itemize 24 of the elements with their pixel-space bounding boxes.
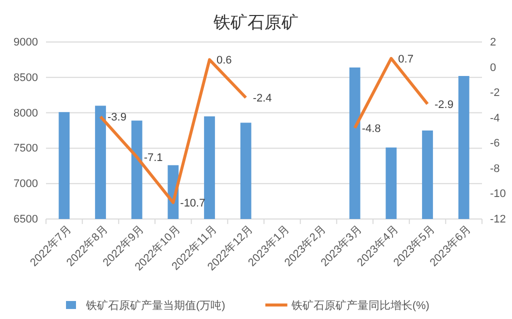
y-tick-label: 8000 [14,107,38,120]
data-label: 0.7 [398,53,414,66]
y2-tick-label: -6 [490,138,500,150]
y2-tick-label: -10 [490,188,506,200]
y2-tick-label: -12 [490,214,506,226]
data-label: 0.6 [216,54,232,67]
y-tick-label: 9000 [14,36,38,49]
y-tick-label: 7500 [14,142,38,155]
data-label: -2.4 [252,92,272,105]
y2-tick-label: -4 [490,112,500,124]
data-label: -3.9 [108,112,126,124]
y-tick-label: 8500 [14,72,38,84]
y2-tick-label: -2 [490,87,500,100]
data-label: -2.9 [434,98,454,111]
legend-label: 铁矿石原矿产量同比增长(%) [290,299,430,312]
y-tick-label: 6500 [14,214,38,226]
data-label: -7.1 [144,152,163,164]
chart-title: 铁矿石原矿 [212,13,298,32]
legend-label: 铁矿石原矿产量当期值(万吨) [85,299,226,312]
y2-tick-label: 2 [490,36,496,49]
y-tick-label: 7000 [14,178,38,190]
y2-tick-label: -8 [490,162,500,175]
y2-tick-label: 0 [490,62,496,74]
data-label: -4.8 [362,122,381,135]
